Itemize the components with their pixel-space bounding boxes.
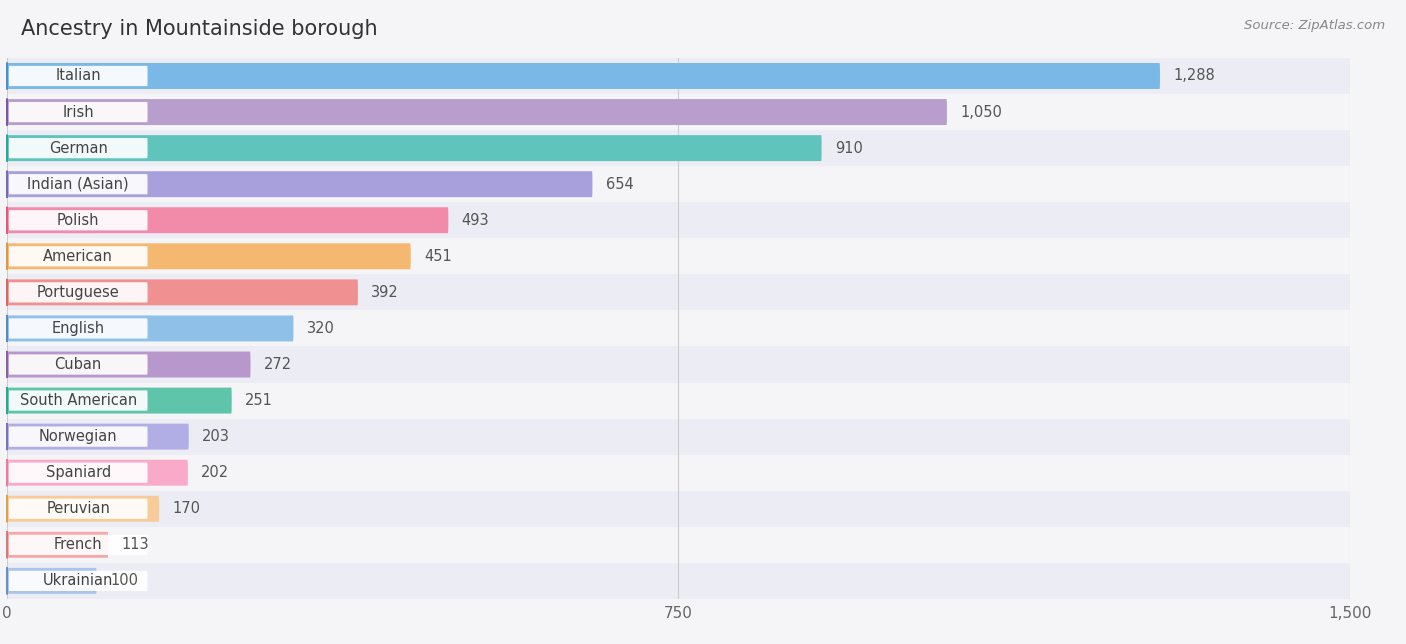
FancyBboxPatch shape [8,210,148,231]
Text: 1,050: 1,050 [960,104,1002,120]
FancyBboxPatch shape [7,455,1350,491]
FancyBboxPatch shape [7,171,592,197]
FancyBboxPatch shape [7,135,821,161]
FancyBboxPatch shape [7,491,1350,527]
Text: Polish: Polish [58,213,100,228]
FancyBboxPatch shape [7,310,1350,346]
Text: 392: 392 [371,285,399,300]
FancyBboxPatch shape [8,138,148,158]
Text: Ukrainian: Ukrainian [44,573,114,589]
Text: 170: 170 [173,501,201,516]
FancyBboxPatch shape [8,354,148,375]
Text: 654: 654 [606,176,634,192]
FancyBboxPatch shape [7,243,411,269]
Text: 1,288: 1,288 [1174,68,1215,84]
FancyBboxPatch shape [8,535,148,555]
Text: Source: ZipAtlas.com: Source: ZipAtlas.com [1244,19,1385,32]
Text: 100: 100 [110,573,138,589]
Text: 251: 251 [245,393,273,408]
FancyBboxPatch shape [7,207,449,233]
FancyBboxPatch shape [7,383,1350,419]
Text: Peruvian: Peruvian [46,501,110,516]
Text: 202: 202 [201,465,229,480]
FancyBboxPatch shape [8,390,148,411]
Text: American: American [44,249,112,264]
Text: Norwegian: Norwegian [39,429,118,444]
Text: German: German [49,140,108,156]
FancyBboxPatch shape [7,279,359,305]
Text: 272: 272 [264,357,292,372]
FancyBboxPatch shape [8,102,148,122]
FancyBboxPatch shape [7,424,188,450]
FancyBboxPatch shape [7,352,250,377]
FancyBboxPatch shape [7,568,97,594]
FancyBboxPatch shape [8,66,148,86]
FancyBboxPatch shape [7,202,1350,238]
Text: 113: 113 [121,537,149,553]
FancyBboxPatch shape [8,282,148,303]
FancyBboxPatch shape [7,419,1350,455]
Text: French: French [53,537,103,553]
Text: 493: 493 [461,213,489,228]
Text: 203: 203 [202,429,231,444]
FancyBboxPatch shape [7,99,948,125]
Text: Spaniard: Spaniard [45,465,111,480]
Text: English: English [52,321,105,336]
FancyBboxPatch shape [7,460,188,486]
FancyBboxPatch shape [7,238,1350,274]
FancyBboxPatch shape [8,174,148,194]
FancyBboxPatch shape [8,246,148,267]
Text: 451: 451 [425,249,451,264]
FancyBboxPatch shape [7,527,1350,563]
FancyBboxPatch shape [7,58,1350,94]
Text: 910: 910 [835,140,863,156]
FancyBboxPatch shape [7,94,1350,130]
FancyBboxPatch shape [7,130,1350,166]
Text: Portuguese: Portuguese [37,285,120,300]
Text: Ancestry in Mountainside borough: Ancestry in Mountainside borough [21,19,378,39]
FancyBboxPatch shape [8,462,148,483]
FancyBboxPatch shape [8,426,148,447]
FancyBboxPatch shape [7,274,1350,310]
Text: Cuban: Cuban [55,357,101,372]
Text: 320: 320 [307,321,335,336]
Text: South American: South American [20,393,136,408]
FancyBboxPatch shape [7,532,108,558]
FancyBboxPatch shape [7,496,159,522]
FancyBboxPatch shape [7,388,232,413]
FancyBboxPatch shape [7,563,1350,599]
FancyBboxPatch shape [8,318,148,339]
Text: Irish: Irish [62,104,94,120]
FancyBboxPatch shape [7,316,294,341]
Text: Indian (Asian): Indian (Asian) [27,176,129,192]
FancyBboxPatch shape [7,63,1160,89]
FancyBboxPatch shape [7,346,1350,383]
FancyBboxPatch shape [7,166,1350,202]
Text: Italian: Italian [55,68,101,84]
FancyBboxPatch shape [8,498,148,519]
FancyBboxPatch shape [8,571,148,591]
